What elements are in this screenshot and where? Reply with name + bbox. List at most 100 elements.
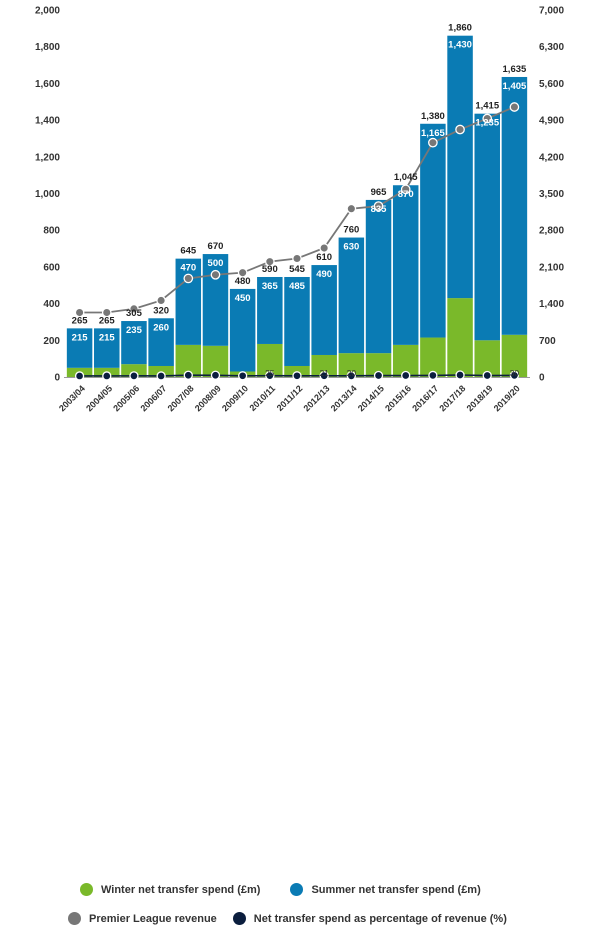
summer-label: 500 bbox=[208, 258, 224, 269]
y-right-tick-label: 6,300 bbox=[539, 42, 564, 53]
x-tick-label: 2018/19 bbox=[465, 383, 495, 413]
y-left-tick-label: 0 bbox=[54, 373, 60, 384]
x-tick-label: 2016/17 bbox=[410, 383, 440, 413]
point-percentage bbox=[183, 370, 193, 380]
y-left-tick-label: 1,800 bbox=[35, 42, 60, 53]
summer-label: 1,405 bbox=[503, 81, 527, 92]
y-left-tick-label: 1,400 bbox=[35, 116, 60, 127]
chart-svg: 02004006008001,0001,2001,4001,6001,8002,… bbox=[35, 6, 564, 414]
summer-label: 1,165 bbox=[421, 128, 445, 139]
winter-label: 25 bbox=[265, 368, 275, 378]
total-label: 1,380 bbox=[421, 111, 445, 122]
bar-summer bbox=[202, 254, 229, 346]
bar-summer bbox=[338, 237, 365, 354]
point-percentage bbox=[428, 370, 438, 381]
summer-label: 365 bbox=[262, 281, 279, 292]
point-percentage bbox=[74, 371, 85, 381]
bar-summer bbox=[66, 328, 93, 368]
total-label: 965 bbox=[371, 187, 388, 198]
point-revenue bbox=[264, 256, 275, 267]
point-revenue bbox=[346, 203, 357, 214]
bar-winter bbox=[501, 334, 528, 377]
point-revenue bbox=[74, 307, 85, 318]
x-tick-label: 2003/04 bbox=[57, 383, 87, 413]
legend-row-2: Premier League revenue Net transfer spen… bbox=[68, 912, 507, 925]
legend-label-percentage: Net transfer spend as percentage of reve… bbox=[253, 912, 507, 925]
x-tick-label: 2007/08 bbox=[166, 383, 196, 413]
legend-item-revenue[interactable]: Premier League revenue bbox=[68, 912, 217, 925]
x-tick-label: 2017/18 bbox=[437, 383, 467, 413]
summer-label: 870 bbox=[398, 189, 414, 200]
total-label: 320 bbox=[153, 305, 169, 316]
x-tick-label: 2015/16 bbox=[383, 383, 413, 413]
point-revenue bbox=[400, 184, 411, 195]
x-tick-label: 2005/06 bbox=[111, 383, 141, 413]
x-tick-label: 2006/07 bbox=[138, 383, 168, 413]
x-tick-label: 2012/13 bbox=[302, 383, 332, 413]
x-tick-label: 2008/09 bbox=[193, 383, 223, 413]
total-label: 545 bbox=[289, 264, 306, 275]
legend-swatch-revenue bbox=[68, 912, 81, 925]
total-label: 1,045 bbox=[394, 172, 418, 183]
summer-label: 235 bbox=[126, 325, 143, 336]
total-label: 1,635 bbox=[503, 64, 527, 75]
y-right-tick-label: 3,500 bbox=[539, 189, 564, 200]
legend-row-1: Winter net transfer spend (£m) Summer ne… bbox=[80, 883, 481, 896]
bar-summer bbox=[365, 199, 392, 354]
bar-winter bbox=[311, 354, 337, 377]
point-percentage bbox=[129, 371, 139, 381]
bar-summer bbox=[474, 113, 500, 341]
legend-item-summer[interactable]: Summer net transfer spend (£m) bbox=[290, 883, 481, 896]
point-revenue bbox=[129, 303, 139, 314]
point-percentage bbox=[401, 370, 411, 381]
x-tick-label: 2009/10 bbox=[220, 383, 250, 413]
point-percentage bbox=[102, 371, 112, 381]
point-percentage bbox=[156, 371, 166, 381]
summer-label: 835 bbox=[371, 204, 388, 215]
y-left-tick-label: 400 bbox=[43, 299, 60, 310]
y-right-tick-label: 2,100 bbox=[539, 262, 564, 273]
point-revenue bbox=[183, 273, 194, 284]
x-tick-label: 2014/15 bbox=[356, 383, 386, 413]
total-label: 265 bbox=[99, 315, 116, 326]
legend-swatch-winter bbox=[80, 883, 93, 896]
total-label: 265 bbox=[72, 315, 89, 326]
bar-summer bbox=[257, 276, 283, 344]
legend-item-winter[interactable]: Winter net transfer spend (£m) bbox=[80, 883, 260, 896]
point-revenue bbox=[292, 253, 302, 264]
y-right-tick-label: 2,800 bbox=[539, 226, 564, 237]
summer-label: 630 bbox=[343, 242, 359, 253]
bar-summer bbox=[420, 123, 446, 338]
total-label: 1,860 bbox=[448, 23, 472, 34]
point-percentage bbox=[237, 371, 248, 381]
chart-root: 0 200 400 600 800 1,000 1,200 1,400 1,600 1,800 2,… bbox=[35, 6, 564, 925]
winter-label: 21 bbox=[319, 368, 329, 378]
point-percentage bbox=[373, 370, 384, 381]
summer-label: 485 bbox=[289, 281, 306, 292]
x-tick-label: 2011/12 bbox=[275, 383, 305, 413]
total-label: 670 bbox=[208, 241, 224, 252]
point-revenue bbox=[156, 295, 166, 306]
summer-label: 215 bbox=[99, 332, 116, 343]
bar-summer bbox=[148, 318, 174, 366]
y-left-tick-label: 200 bbox=[43, 336, 60, 347]
point-percentage bbox=[509, 370, 520, 381]
y-right-tick-label: 700 bbox=[539, 336, 556, 347]
x-tick-label: 2010/11 bbox=[248, 383, 278, 413]
point-revenue bbox=[455, 124, 465, 135]
point-percentage bbox=[265, 371, 275, 381]
point-revenue bbox=[428, 137, 438, 148]
legend-item-percentage[interactable]: Net transfer spend as percentage of reve… bbox=[232, 912, 507, 925]
y-right-tick-label: 5,600 bbox=[539, 79, 564, 90]
bar-summer bbox=[94, 328, 120, 368]
y-right-tick-label: 1,400 bbox=[539, 299, 564, 310]
y-right-tick-label: 0 bbox=[539, 373, 545, 384]
bar-summer bbox=[392, 185, 419, 345]
point-percentage bbox=[292, 371, 302, 381]
summer-label: 470 bbox=[180, 263, 196, 274]
total-label: 760 bbox=[343, 225, 359, 236]
bar-summer bbox=[229, 288, 256, 372]
bar-winter bbox=[121, 364, 147, 377]
y-right-tick-label: 4,900 bbox=[539, 116, 564, 127]
point-revenue bbox=[101, 307, 112, 318]
